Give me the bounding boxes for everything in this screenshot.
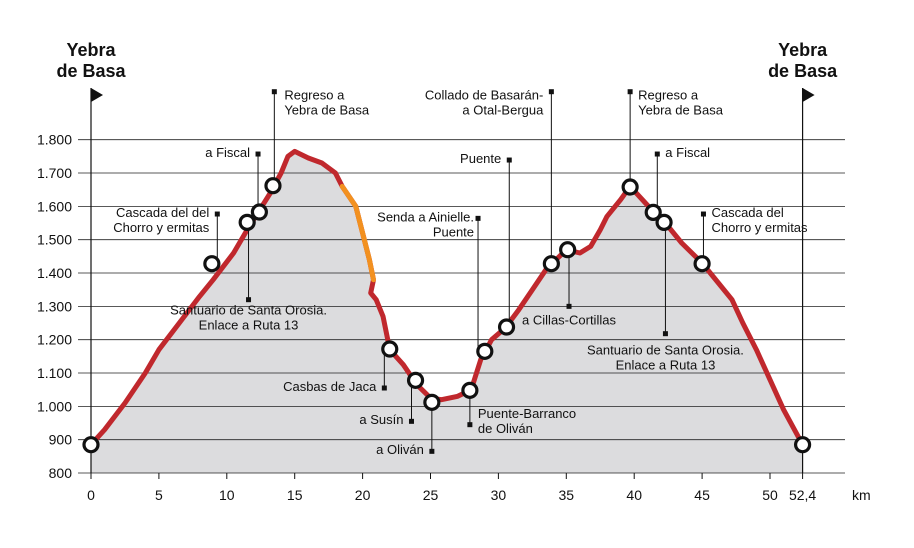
x-tick-label: 30 bbox=[491, 487, 507, 503]
annotation-marker bbox=[408, 418, 414, 424]
waypoint-marker bbox=[644, 203, 662, 221]
waypoint-marker bbox=[250, 203, 268, 221]
annotation-marker bbox=[271, 89, 277, 95]
waypoint-marker bbox=[203, 255, 221, 273]
x-tick-label: 15 bbox=[287, 487, 303, 503]
annotation-label: Yebra de Basa bbox=[284, 103, 370, 118]
annotation-label: a Oliván bbox=[376, 442, 424, 457]
y-tick-label: 1.800 bbox=[37, 132, 72, 148]
annotation-label: Collado de Basarán- bbox=[425, 88, 544, 103]
annotation-marker bbox=[627, 89, 633, 95]
annotation-label: Regreso a bbox=[638, 88, 699, 103]
annotation-label: a Cillas-Cortillas bbox=[522, 313, 616, 328]
waypoint-marker bbox=[238, 213, 256, 231]
y-tick-label: 1.400 bbox=[37, 265, 72, 281]
profile-area bbox=[91, 151, 803, 473]
endpoint-label: Yebra bbox=[778, 40, 828, 60]
x-tick-label: 45 bbox=[694, 487, 710, 503]
annotation-marker bbox=[467, 422, 473, 428]
annotation-label: Casbas de Jaca bbox=[283, 379, 377, 394]
annotation-label: Santuario de Santa Orosia. bbox=[587, 343, 744, 358]
x-tick-label: 5 bbox=[155, 487, 163, 503]
annotation-marker bbox=[255, 151, 261, 157]
x-tick-label: 52,4 bbox=[789, 487, 816, 503]
annotation-marker bbox=[246, 297, 252, 303]
waypoint-marker bbox=[621, 178, 639, 196]
y-tick-label: 1.300 bbox=[37, 298, 72, 314]
waypoint-marker bbox=[381, 340, 399, 358]
profile-highlight-segment bbox=[339, 183, 376, 283]
waypoint-marker bbox=[476, 342, 494, 360]
annotation-marker bbox=[429, 448, 435, 454]
annotation-marker bbox=[475, 215, 481, 221]
waypoint-marker bbox=[497, 318, 516, 336]
x-tick-label: 35 bbox=[559, 487, 575, 503]
annotation-marker bbox=[506, 157, 512, 163]
annotation-label: Regreso a bbox=[284, 88, 345, 103]
annotation-marker bbox=[654, 151, 660, 157]
y-tick-label: 900 bbox=[49, 432, 73, 448]
annotation-label: Chorro y ermitas bbox=[113, 220, 210, 235]
y-tick-label: 1.600 bbox=[37, 198, 72, 214]
y-tick-label: 1.000 bbox=[37, 398, 72, 414]
x-tick-label: 20 bbox=[355, 487, 371, 503]
annotation-marker bbox=[566, 303, 572, 309]
annotation-label: Cascada del del bbox=[116, 205, 209, 220]
waypoint-marker bbox=[423, 393, 441, 411]
x-tick-label: 40 bbox=[626, 487, 642, 503]
annotation-label: Puente bbox=[460, 151, 501, 166]
annotation-marker bbox=[381, 385, 387, 391]
x-tick-label: 50 bbox=[762, 487, 778, 503]
annotation-label: Enlace a Ruta 13 bbox=[199, 318, 299, 333]
waypoint-marker bbox=[461, 381, 479, 399]
annotation-label: Puente bbox=[433, 224, 474, 239]
y-tick-label: 1.700 bbox=[37, 165, 72, 181]
waypoint-marker bbox=[655, 213, 673, 231]
annotation-label: de Oliván bbox=[478, 421, 533, 436]
annotation-label: Chorro y ermitas bbox=[711, 220, 808, 235]
x-tick-label: 25 bbox=[423, 487, 439, 503]
waypoint-marker bbox=[542, 255, 560, 273]
y-tick-label: 1.100 bbox=[37, 365, 72, 381]
annotation-marker bbox=[700, 211, 706, 217]
annotation-marker bbox=[662, 331, 668, 337]
waypoint-marker bbox=[82, 436, 100, 454]
x-unit-label: km bbox=[852, 487, 871, 503]
annotation-label: Cascada del bbox=[711, 205, 783, 220]
x-tick-label: 10 bbox=[219, 487, 235, 503]
y-tick-label: 1.200 bbox=[37, 332, 72, 348]
annotation-label: a Susín bbox=[359, 412, 403, 427]
annotation-label: Puente-Barranco bbox=[478, 406, 576, 421]
y-tick-label: 800 bbox=[49, 465, 73, 481]
annotation-marker bbox=[214, 211, 220, 217]
annotation-label: Enlace a Ruta 13 bbox=[616, 358, 716, 373]
annotation-label: Santuario de Santa Orosia. bbox=[170, 303, 327, 318]
endpoint-label: de Basa bbox=[768, 61, 838, 81]
annotation-label: a Otal-Bergua bbox=[462, 103, 544, 118]
endpoint-label: Yebra bbox=[66, 40, 116, 60]
endpoint-label: de Basa bbox=[56, 61, 126, 81]
y-tick-label: 1.500 bbox=[37, 232, 72, 248]
waypoint-marker bbox=[264, 177, 282, 195]
annotation-label: a Fiscal bbox=[665, 145, 710, 160]
waypoint-marker bbox=[693, 255, 711, 273]
endpoint-flag-icon bbox=[91, 88, 103, 102]
annotation-label: a Fiscal bbox=[205, 145, 250, 160]
annotation-marker bbox=[548, 89, 554, 95]
x-tick-label: 0 bbox=[87, 487, 95, 503]
annotation-label: Senda a Ainielle. bbox=[377, 209, 474, 224]
annotation-label: Yebra de Basa bbox=[638, 103, 724, 118]
waypoint-marker bbox=[559, 241, 577, 259]
waypoint-marker bbox=[406, 371, 425, 389]
waypoint-marker bbox=[793, 436, 812, 454]
endpoint-flag-icon bbox=[802, 88, 815, 102]
